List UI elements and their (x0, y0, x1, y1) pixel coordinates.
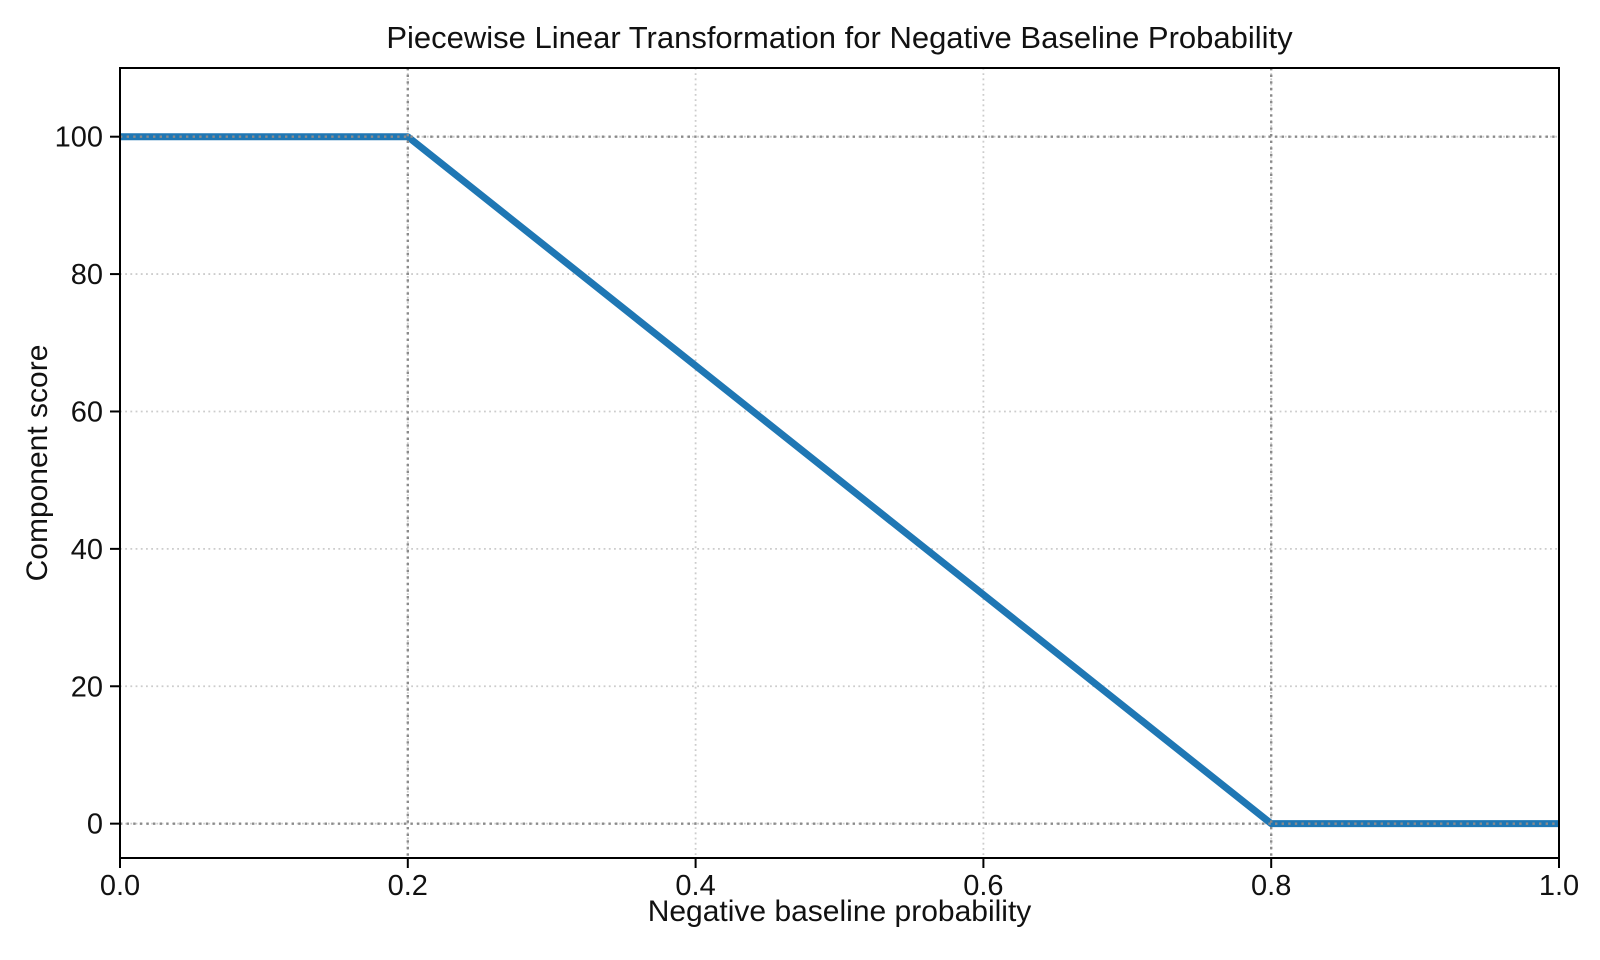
data-line-component-score-line (120, 133, 1559, 828)
y-tick-label: 40 (71, 534, 103, 566)
y-tick-label: 60 (71, 396, 103, 428)
x-tick-label: 0.6 (963, 870, 1003, 902)
x-tick-label: 0.8 (1251, 870, 1291, 902)
y-tick-label: 0 (87, 809, 103, 841)
y-tick-label: 100 (55, 122, 103, 154)
x-axis-label: Negative baseline probability (647, 895, 1032, 928)
x-tick-label: 0.2 (388, 870, 428, 902)
chart-title: Piecewise Linear Transformation for Nega… (386, 20, 1293, 55)
y-axis-label: Component score (21, 344, 54, 582)
x-tick-label: 0.4 (675, 870, 715, 902)
y-tick-label: 80 (71, 259, 103, 291)
axes-spines (119, 67, 1560, 859)
x-tick-label: 1.0 (1539, 870, 1579, 902)
x-tick-label: 0.0 (100, 870, 140, 902)
y-tick-label: 20 (71, 671, 103, 703)
